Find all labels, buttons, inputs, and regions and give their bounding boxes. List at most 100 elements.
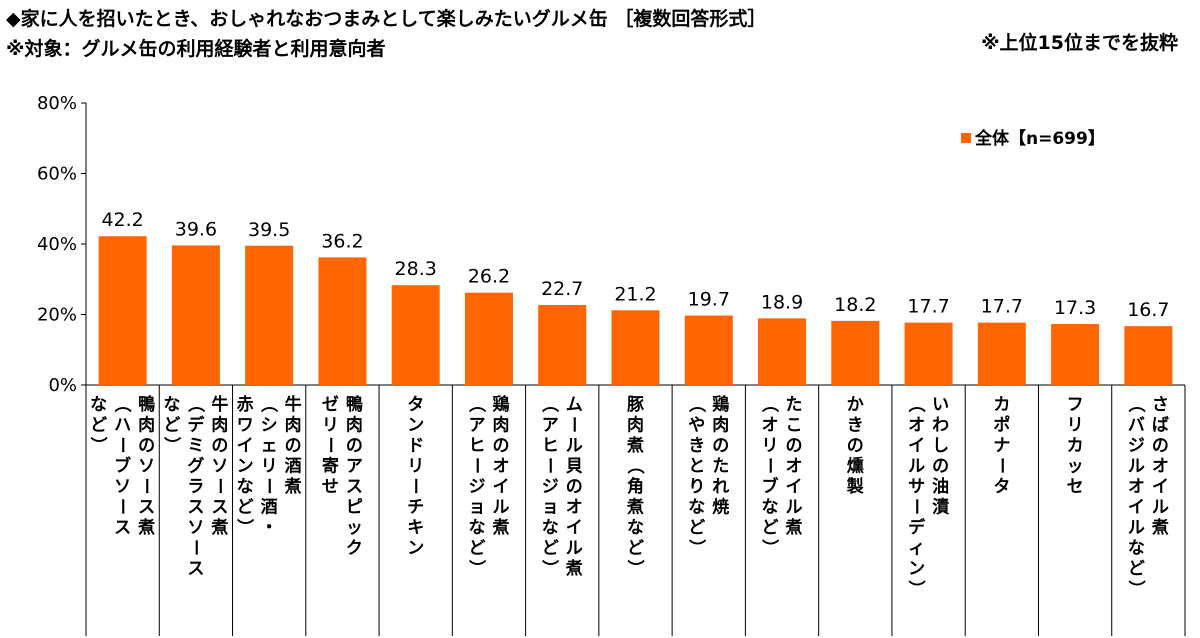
category-label-char: ど bbox=[1128, 559, 1145, 579]
y-tick-label: 20% bbox=[37, 305, 77, 326]
category-label-char: ー bbox=[258, 478, 278, 495]
category-label-char: リ bbox=[261, 457, 278, 477]
category-label-char: 煮 bbox=[491, 518, 509, 538]
category-label-char: ス bbox=[138, 498, 155, 518]
category-label-char: ン bbox=[407, 416, 424, 436]
category-label-char: オ bbox=[492, 457, 509, 477]
category-label-char: ッ bbox=[346, 518, 363, 538]
category-label-char: ル bbox=[492, 498, 509, 518]
category-label-char: デ bbox=[908, 517, 926, 538]
category-label-char: （ bbox=[625, 457, 646, 474]
chart-title: ◆家に人を招いたとき、おしゃれなおつまみとして楽しみたいグルメ缶 ［複数回答形式… bbox=[6, 8, 767, 30]
category-label-char: キ bbox=[407, 518, 424, 538]
category-label-char: ナ bbox=[993, 436, 1010, 456]
category-label-char: な bbox=[163, 395, 180, 415]
y-tick-label: 80% bbox=[37, 93, 77, 114]
y-tick-label: 60% bbox=[37, 164, 77, 185]
category-label-char: ど bbox=[163, 416, 180, 436]
category-label-char: セ bbox=[1067, 477, 1084, 497]
data-label: 42.2 bbox=[101, 209, 143, 231]
category-label-char: の bbox=[285, 436, 302, 456]
category-label-char: オ bbox=[1128, 477, 1145, 497]
category-label-char: ー bbox=[319, 437, 339, 454]
category-label-char: の bbox=[566, 477, 583, 497]
category-label-char: ル bbox=[1128, 518, 1145, 538]
bar bbox=[171, 245, 220, 385]
category-label-char: な bbox=[688, 498, 705, 518]
category-label-char: な bbox=[762, 498, 779, 518]
category-label-char: の bbox=[712, 436, 729, 456]
data-label: 26.2 bbox=[468, 266, 510, 288]
bar bbox=[391, 285, 440, 385]
category-label-char: や bbox=[688, 416, 705, 436]
category-label-char: ー bbox=[759, 457, 779, 474]
data-label: 28.3 bbox=[395, 258, 437, 280]
bar bbox=[98, 236, 147, 385]
category-label-char: ど bbox=[688, 518, 705, 538]
category-label-char: 牛 bbox=[211, 394, 228, 415]
category-label-char: ） bbox=[625, 560, 646, 577]
category-label-char: ー bbox=[112, 437, 132, 454]
category-label-char: 肉 bbox=[285, 415, 302, 436]
category-label-char: ー bbox=[209, 478, 229, 495]
category-label-char: 肉 bbox=[138, 415, 155, 436]
category-label-char: の bbox=[211, 436, 228, 456]
category-label-char: ジ bbox=[542, 477, 559, 497]
category-label-char: 肉 bbox=[492, 415, 509, 436]
category-label-char: ル bbox=[1128, 457, 1145, 477]
category-label-char: さ bbox=[1152, 395, 1169, 415]
category-label-char: イ bbox=[786, 477, 803, 497]
category-label-char: カ bbox=[1067, 436, 1084, 456]
category-label-char: と bbox=[688, 457, 705, 477]
category-label-char: ー bbox=[906, 498, 926, 515]
category-label-char: 鶏 bbox=[492, 394, 509, 415]
category-label-char: リ bbox=[322, 416, 339, 436]
category-label-char: き bbox=[847, 416, 864, 436]
data-label: 39.6 bbox=[175, 218, 217, 240]
data-label: 16.7 bbox=[1127, 299, 1169, 321]
bar bbox=[1051, 324, 1100, 385]
category-label-char: フ bbox=[1067, 395, 1084, 415]
data-label: 19.7 bbox=[688, 289, 730, 311]
category-label-char: 肉 bbox=[346, 415, 363, 436]
category-label-char: 肉 bbox=[712, 415, 729, 436]
data-label: 17.3 bbox=[1054, 297, 1096, 319]
category-label-char: （ bbox=[906, 396, 927, 413]
category-label-char: イ bbox=[908, 436, 925, 456]
category-label-char: ヒ bbox=[542, 436, 559, 456]
category-label-char: ） bbox=[466, 560, 487, 577]
chart-subtitle: ※対象：グルメ缶の利用経験者と利用意向者 bbox=[6, 38, 386, 60]
category-label-char: ー bbox=[539, 457, 559, 474]
bar bbox=[464, 292, 513, 385]
category-label-char: 赤 bbox=[237, 394, 254, 415]
category-label-char: ー bbox=[405, 478, 425, 495]
category-label-char: ソ bbox=[138, 457, 155, 477]
category-label-char: オ bbox=[762, 416, 779, 436]
category-label-char: か bbox=[847, 395, 864, 415]
bar bbox=[684, 315, 733, 385]
category-label-char: ル bbox=[908, 457, 925, 477]
data-label: 22.7 bbox=[541, 278, 583, 300]
category-label-char: た bbox=[786, 395, 803, 415]
category-label-char: ） bbox=[906, 580, 927, 597]
category-label-char: ） bbox=[234, 519, 255, 536]
category-label-char: ィ bbox=[908, 539, 925, 559]
data-label: 36.2 bbox=[321, 230, 363, 252]
category-label-char: リ bbox=[762, 436, 779, 456]
category-label-char: タ bbox=[407, 395, 424, 415]
category-label-char: ） bbox=[686, 539, 707, 556]
category-label-char: ブ bbox=[762, 476, 779, 497]
category-label-char: ス bbox=[114, 518, 131, 538]
bar bbox=[245, 245, 294, 385]
category-label-char: ル bbox=[566, 436, 583, 456]
category-label-char: ス bbox=[187, 498, 204, 518]
category-label-char: 角 bbox=[627, 476, 644, 497]
category-label-char: ー bbox=[466, 457, 486, 474]
category-label-char: し bbox=[932, 436, 949, 456]
category-label-char: ジ bbox=[1128, 436, 1145, 456]
category-label-char: ピ bbox=[346, 498, 363, 518]
category-label-char: な bbox=[90, 395, 107, 415]
category-label-char: ル bbox=[566, 539, 583, 559]
bar bbox=[904, 322, 953, 385]
